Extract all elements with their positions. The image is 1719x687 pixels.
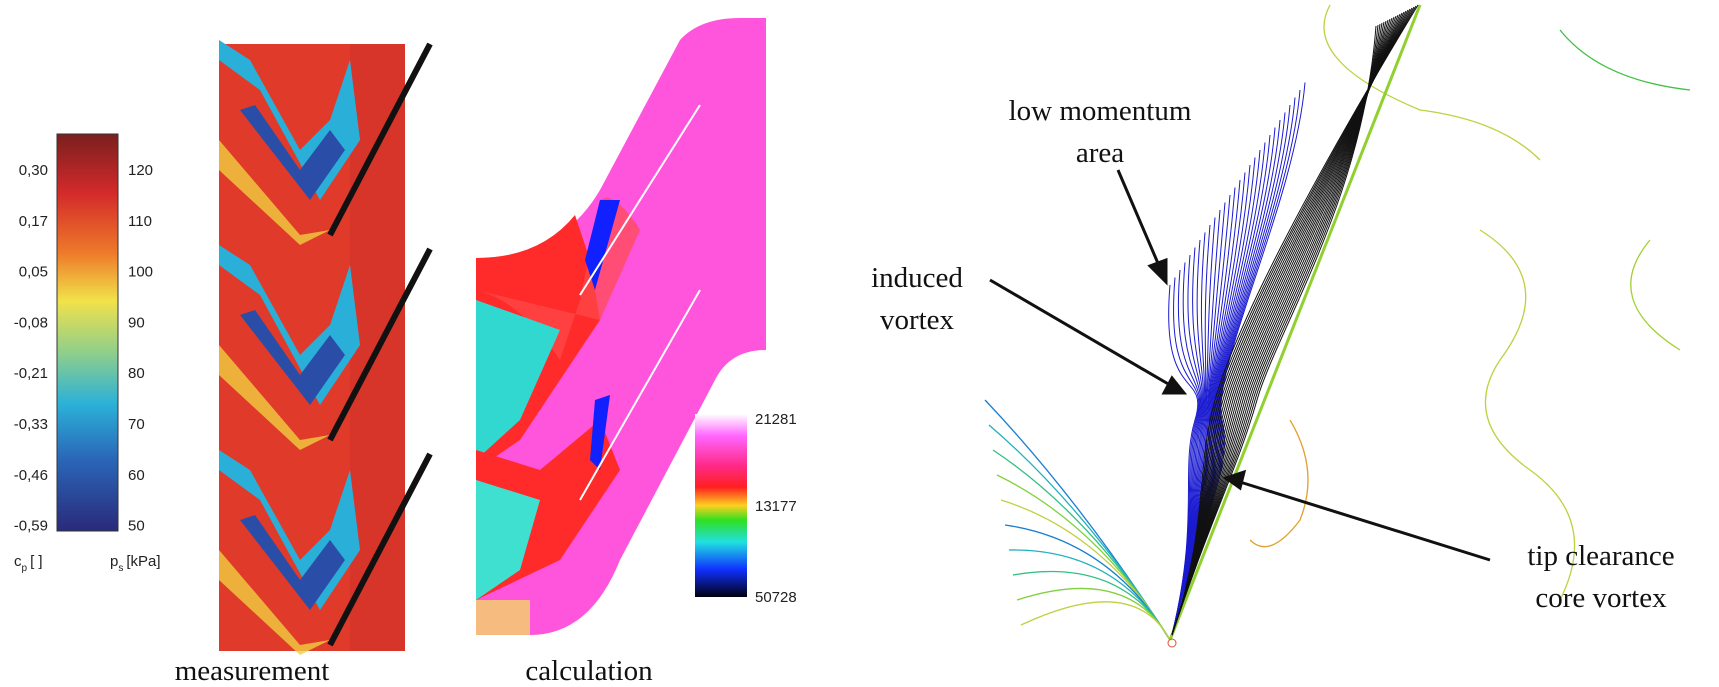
ps-tick-label: 80 xyxy=(128,365,145,382)
contour xyxy=(1001,500,1170,640)
tick-label: 50728 xyxy=(755,589,797,606)
contour xyxy=(1250,420,1308,547)
figure: 0,30 0,17 0,05 -0,08 -0,21 -0,33 -0,46 -0,59 120… xyxy=(0,0,1719,687)
cp-tick-label: 0,30 xyxy=(19,162,48,179)
cp-tick-label: 0,17 xyxy=(19,213,48,230)
caption: measurement xyxy=(175,655,330,687)
annotation: core vortex xyxy=(1535,582,1667,614)
cp-tick-label: -0,46 xyxy=(14,467,48,484)
contour xyxy=(1560,30,1690,90)
origin xyxy=(1168,639,1176,647)
contour xyxy=(997,475,1170,640)
ps-tick-label: 50 xyxy=(128,518,145,535)
annotation: area xyxy=(1076,137,1124,169)
cp-tick-label: -0,59 xyxy=(14,518,48,535)
subscript: p xyxy=(22,563,28,574)
annotation: vortex xyxy=(880,304,955,336)
cp-tick-label: -0,33 xyxy=(14,416,48,433)
cp-tick-label: -0,08 xyxy=(14,314,48,331)
ps-tick-label: 100 xyxy=(128,264,153,281)
ps-tick-label: 110 xyxy=(128,213,152,230)
cp-tick-label: 0,05 xyxy=(19,264,48,281)
measurement-map xyxy=(219,40,430,655)
colorbar-labels: 21281 13177 50728 xyxy=(755,411,797,606)
arrows xyxy=(990,170,1490,560)
tick-label: 21281 xyxy=(755,411,797,428)
tick-label: 13177 xyxy=(755,498,797,515)
caption: calculation xyxy=(525,655,653,687)
ps-tick-label: 60 xyxy=(128,467,145,484)
colorbar xyxy=(57,134,118,531)
annotation: low momentum xyxy=(1009,95,1192,127)
ps-label: ps[kPa] xyxy=(110,553,161,574)
unit: [kPa] xyxy=(126,553,160,570)
ps-tick-label: 70 xyxy=(128,416,145,433)
symbol: p xyxy=(110,553,118,570)
cp-label: cp[ ] xyxy=(14,553,43,574)
contour xyxy=(1005,525,1170,640)
subscript: s xyxy=(118,563,123,574)
streamline xyxy=(1172,11,1406,635)
streamline xyxy=(1172,13,1402,635)
ps-tick-label: 120 xyxy=(128,162,153,179)
annotation: induced xyxy=(871,262,963,294)
colorbar xyxy=(695,414,747,597)
annotation: tip clearance xyxy=(1527,540,1674,572)
contour xyxy=(1631,240,1680,350)
unit: [ ] xyxy=(30,553,43,570)
ps-tick-label: 90 xyxy=(128,314,145,331)
cp-tick-label: -0,21 xyxy=(14,365,48,382)
